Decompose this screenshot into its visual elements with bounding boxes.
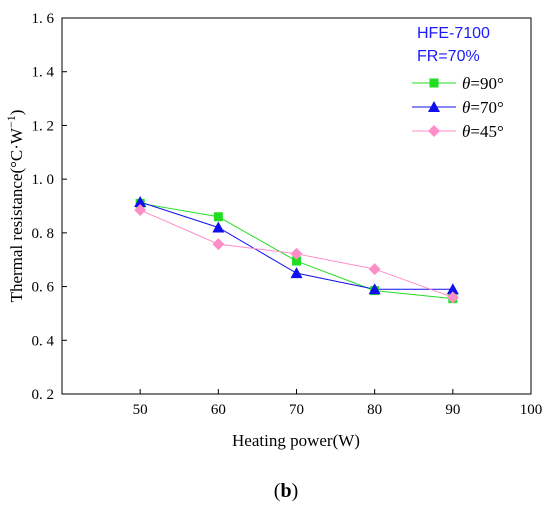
plot-frame	[61, 17, 532, 395]
series-markers	[134, 195, 459, 304]
series-2-point	[212, 238, 225, 251]
series-0-point	[292, 256, 301, 266]
series-1-point	[290, 267, 303, 279]
legend-symbol: θ	[462, 122, 470, 141]
y-tick-label: 0. 4	[32, 333, 55, 349]
y-axis-title-superscript: −1	[4, 115, 18, 128]
y-tick-label: 0. 2	[32, 387, 55, 403]
series-2-point	[446, 291, 459, 304]
y-tick-label: 1. 6	[32, 11, 55, 27]
x-tick-label: 80	[367, 402, 382, 418]
x-axis-title: Heating power(W)	[232, 431, 360, 450]
panel-letter: b	[280, 480, 291, 502]
x-axis: 50 60 70 80 90 100	[133, 389, 543, 418]
x-tick-label: 50	[133, 402, 148, 418]
series-1-point	[134, 195, 147, 207]
y-tick-label: 0. 8	[32, 226, 55, 242]
panel-label-text: (b)	[274, 480, 298, 502]
series-0-point	[213, 212, 223, 222]
legend-marker-0	[429, 78, 439, 88]
series-2-point	[134, 204, 147, 217]
legend-name: =45°	[470, 122, 503, 141]
series-2-point	[368, 263, 381, 276]
annotation-fluid: HFE-7100	[417, 25, 490, 42]
y-axis: 0. 2 0. 4 0. 6 0. 8 1. 0 1. 2 1. 4 1. 6	[32, 11, 67, 403]
x-tick-label: 90	[445, 402, 460, 418]
legend-label-0: θ=90°	[462, 74, 504, 93]
y-axis-title-close: )	[7, 110, 26, 116]
y-tick-label: 1. 2	[32, 118, 55, 134]
legend: θ=90°θ=70°θ=45°	[412, 74, 504, 141]
series-2-point	[290, 247, 303, 260]
panel-label: (b)	[274, 480, 298, 502]
series-1-point	[446, 283, 459, 295]
legend-name: =70°	[470, 98, 503, 117]
x-tick-label: 70	[289, 402, 304, 418]
legend-symbol: θ	[462, 74, 470, 93]
legend-label-1: θ=70°	[462, 98, 504, 117]
annotation-fill-ratio: FR=70%	[417, 48, 480, 65]
y-tick-label: 1. 4	[32, 65, 55, 81]
y-axis-title: Thermal resistance(°C·W−1)	[4, 110, 26, 303]
legend-marker-2	[428, 125, 440, 137]
legend-marker-1	[428, 101, 440, 112]
legend-name: =90°	[470, 74, 503, 93]
y-axis-title-main: Thermal resistance(°C·W	[7, 127, 26, 302]
panel-paren-open: (	[274, 480, 281, 502]
x-tick-label: 100	[520, 402, 543, 418]
x-tick-label: 60	[211, 402, 226, 418]
panel-paren-close: )	[292, 480, 299, 502]
series-1-point	[212, 221, 225, 233]
legend-symbol: θ	[462, 98, 470, 117]
y-tick-label: 0. 6	[32, 280, 55, 296]
legend-label-2: θ=45°	[462, 122, 504, 141]
y-tick-label: 1. 0	[32, 172, 55, 188]
series-1-point	[368, 283, 381, 295]
